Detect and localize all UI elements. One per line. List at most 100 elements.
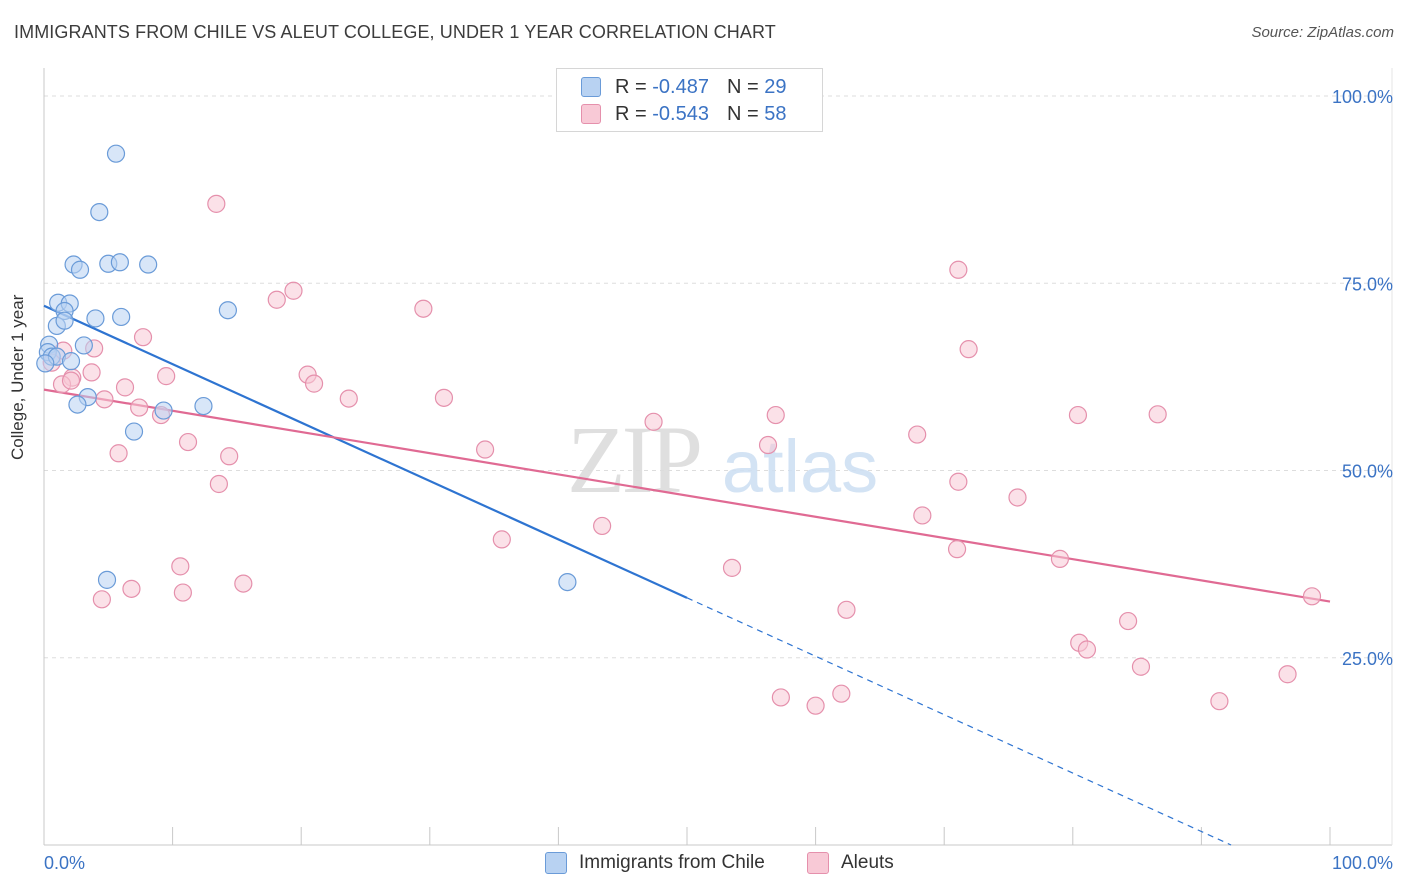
chile-point — [154, 401, 173, 420]
chile-point — [106, 144, 126, 163]
chile-point — [218, 301, 237, 320]
aleut-point — [133, 328, 153, 347]
aleut-point — [434, 388, 454, 407]
aleut-point — [122, 579, 141, 598]
legend-n-label: N = — [726, 75, 759, 98]
y-axis-label: College, Under 1 year — [8, 294, 27, 460]
aleut-point — [1278, 665, 1297, 684]
aleut-point — [475, 440, 495, 459]
aleut-point — [130, 398, 149, 417]
chile-point — [70, 260, 90, 279]
trend-lines — [43, 304, 1331, 846]
aleut-point — [178, 432, 198, 452]
aleut-point — [492, 530, 511, 549]
aleut-point — [908, 425, 927, 444]
series-legend-label: Immigrants from Chile — [579, 852, 765, 873]
legend-n-label: N = — [726, 102, 759, 125]
aleut-point — [1118, 611, 1138, 631]
aleut-point — [1008, 488, 1027, 507]
aleut-point — [284, 281, 303, 300]
legend-swatch-chile — [581, 77, 601, 97]
aleut-point — [913, 506, 932, 525]
aleut-point — [758, 435, 778, 455]
y-tick-label: 25.0% — [1342, 649, 1393, 669]
aleut-point — [92, 590, 111, 609]
legend-r-label: R = — [615, 75, 647, 98]
chile-point — [61, 352, 81, 371]
aleut-point — [207, 194, 226, 213]
stats-legend: R = -0.487 N = 29 R = -0.543 N = 58 — [556, 68, 823, 132]
legend-n-value: 29 — [764, 75, 787, 98]
aleut-point — [949, 472, 968, 491]
x-tick-label: 100.0% — [1332, 853, 1393, 873]
series-legend: Immigrants from Chile Aleuts — [0, 852, 1406, 876]
aleut-point — [1077, 640, 1097, 659]
aleut-point — [959, 340, 978, 359]
aleut-point — [1148, 405, 1167, 424]
series-swatch-aleuts — [807, 852, 829, 874]
aleut-point — [832, 684, 851, 703]
chile-point — [194, 396, 213, 416]
tick-labels: 25.0% 50.0% 75.0% 100.0% 0.0% 100.0% — [44, 87, 1393, 873]
aleut-point — [1068, 405, 1088, 425]
aleut-point — [837, 600, 856, 619]
legend-n-value: 58 — [764, 102, 787, 125]
chile-point — [86, 309, 105, 328]
aleut-point — [82, 363, 101, 382]
aleut-point — [304, 374, 324, 393]
aleut-point — [173, 583, 192, 602]
aleut-point — [1131, 657, 1151, 676]
aleut-trend-line — [43, 388, 1331, 603]
aleut-point — [593, 516, 612, 536]
aleut-point — [947, 540, 967, 559]
aleut-point — [644, 412, 663, 431]
legend-r-value: -0.543 — [652, 102, 709, 125]
aleut-point — [61, 371, 81, 390]
legend-swatch-aleuts — [581, 104, 601, 124]
legend-r-value: -0.487 — [652, 75, 709, 98]
series-legend-label: Aleuts — [841, 852, 894, 873]
aleut-point — [339, 389, 358, 408]
aleut-point — [1210, 692, 1229, 711]
chile-point — [110, 253, 129, 272]
source-label: Source: ZipAtlas.com — [1251, 24, 1394, 41]
x-tick-label: 0.0% — [44, 853, 85, 873]
watermark-atlas: atlas — [722, 425, 878, 508]
watermark: ZIP atlas — [567, 406, 878, 513]
aleut-point — [771, 688, 790, 707]
aleut-point — [806, 696, 825, 715]
aleut-point — [949, 260, 968, 279]
chile-trend-line — [43, 304, 688, 599]
aleut-point — [171, 557, 190, 576]
legend-row-aleuts: R = -0.543 N = 58 — [581, 102, 786, 126]
aleut-point — [1302, 587, 1322, 606]
chile-point — [36, 354, 55, 373]
aleut-point — [414, 299, 433, 318]
legend-r-label: R = — [615, 102, 647, 125]
y-tick-label: 50.0% — [1342, 462, 1393, 482]
chile-point — [74, 336, 93, 355]
watermark-zip: ZIP — [567, 406, 700, 513]
chile-point — [112, 307, 131, 327]
data-points — [36, 144, 1322, 715]
chile-point — [97, 570, 117, 589]
aleut-point — [220, 447, 239, 466]
aleut-point — [1050, 549, 1070, 568]
aleut-point — [267, 290, 286, 309]
chile-point — [68, 395, 87, 414]
aleut-point — [722, 558, 742, 577]
chile-point — [124, 422, 144, 441]
y-tick-label: 75.0% — [1342, 274, 1393, 294]
aleut-point — [157, 367, 176, 386]
chart-title: IMMIGRANTS FROM CHILE VS ALEUT COLLEGE, … — [14, 22, 776, 42]
aleut-point — [109, 444, 128, 463]
series-swatch-chile — [545, 852, 567, 874]
chile-point — [90, 202, 109, 222]
aleut-point — [95, 390, 114, 409]
chile-point — [139, 255, 158, 274]
series-legend-aleuts: Aleuts — [807, 852, 894, 874]
series-legend-chile: Immigrants from Chile — [545, 852, 765, 874]
grid-lines — [44, 95, 1392, 659]
chile-point — [55, 311, 74, 330]
